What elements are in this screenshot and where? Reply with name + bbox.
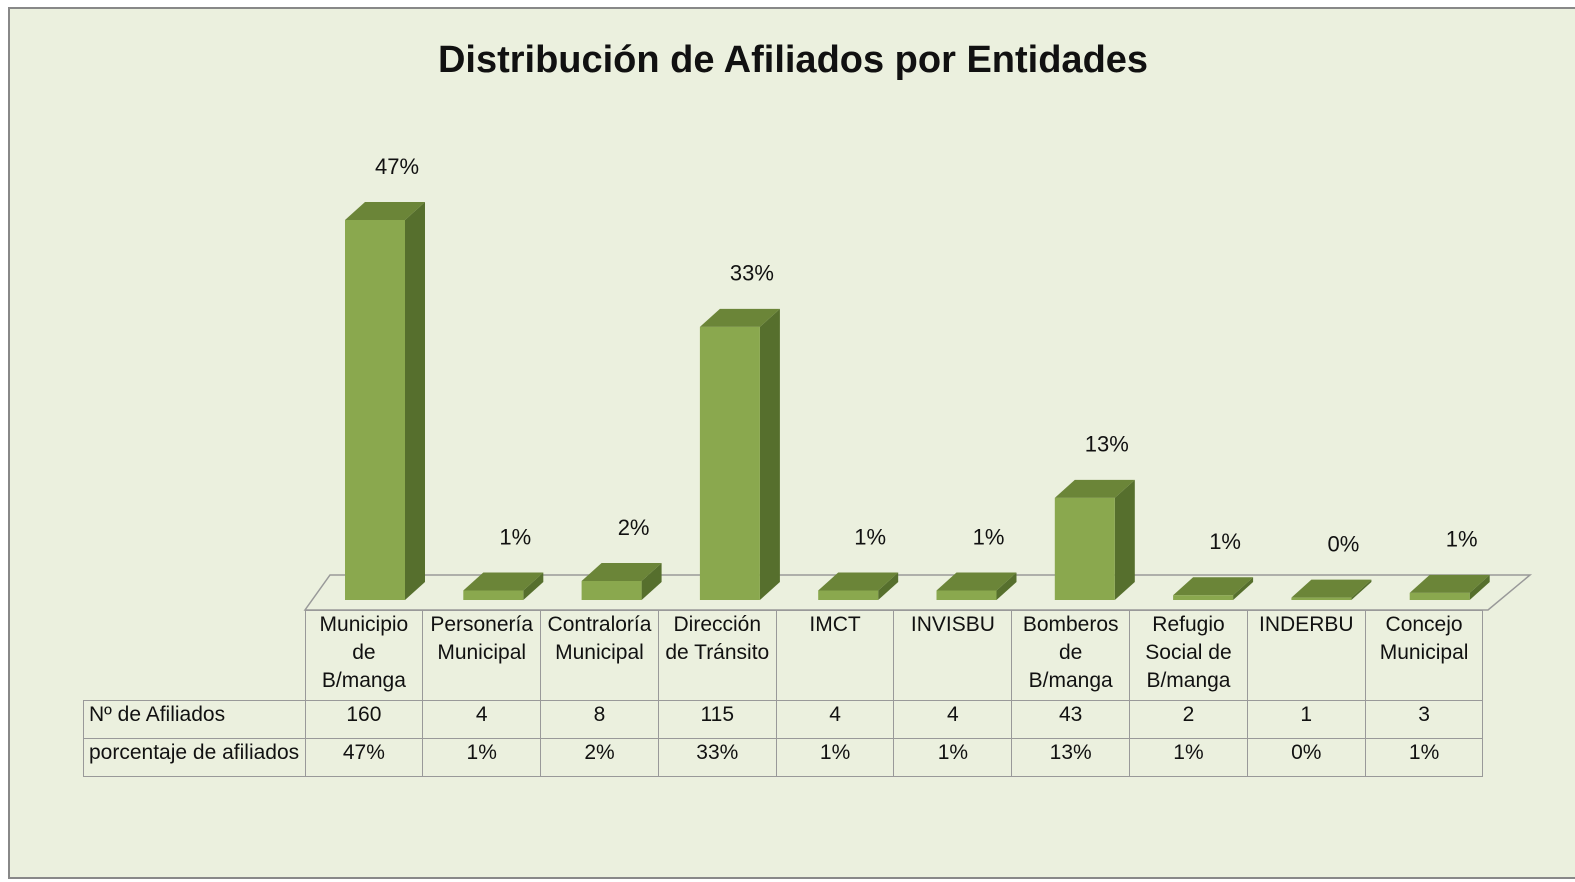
bar [936, 590, 997, 600]
bar [1291, 597, 1352, 600]
category-label: Personería Municipal [422, 610, 542, 701]
count-cell: 8 [540, 700, 659, 739]
bar-top [463, 572, 544, 591]
bar [1173, 595, 1234, 600]
count-cell: 4 [893, 700, 1013, 739]
bar-top [581, 563, 662, 581]
category-label: Municipio de B/manga [304, 610, 424, 701]
bar [345, 220, 405, 600]
category-label: INDERBU [1246, 610, 1366, 701]
bar-side [405, 202, 425, 600]
percent-cell: 47% [304, 738, 424, 777]
row-label: Nº de Afiliados [83, 700, 306, 739]
bar-top [818, 572, 899, 591]
bar-side [1233, 577, 1254, 600]
bar-top [345, 202, 425, 220]
data-label: 0% [1328, 531, 1360, 556]
data-label: 13% [1085, 432, 1129, 457]
category-label: Contraloría Municipal [540, 610, 659, 701]
count-cell: 43 [1011, 700, 1131, 739]
bar-top [1054, 479, 1135, 498]
percent-cell: 13% [1011, 738, 1131, 777]
bar-side [996, 572, 1017, 600]
data-label: 1% [854, 524, 886, 549]
category-label: Bomberos de B/manga [1011, 610, 1131, 701]
bar-side [1114, 479, 1135, 600]
data-label: 33% [730, 261, 774, 286]
count-cell: 115 [657, 700, 777, 739]
data-label: 1% [1209, 529, 1241, 554]
bar [699, 326, 760, 600]
bar-top [699, 308, 780, 327]
data-label: 2% [618, 515, 650, 540]
category-label: IMCT [775, 610, 895, 701]
count-cell: 1 [1246, 700, 1366, 739]
category-label: Concejo Municipal [1364, 610, 1484, 701]
bar-side [523, 572, 544, 600]
row-label: porcentaje de afiliados [83, 738, 306, 777]
bar-side [759, 308, 780, 600]
bar-top [936, 572, 1017, 591]
data-label: 1% [1446, 527, 1478, 552]
category-label: Dirección de Tránsito [657, 610, 777, 701]
bar [581, 581, 642, 600]
count-cell: 4 [775, 700, 895, 739]
percent-cell: 1% [1364, 738, 1484, 777]
bar-top [1409, 574, 1490, 593]
chart-title: Distribución de Afiliados por Entidades [438, 39, 1148, 81]
percent-cell: 33% [657, 738, 777, 777]
bar-side [1469, 574, 1490, 600]
count-cell: 160 [304, 700, 424, 739]
data-label: 1% [973, 524, 1005, 549]
bar [1409, 592, 1470, 600]
bar-top [1173, 577, 1254, 596]
bar [818, 590, 879, 600]
data-label: 1% [499, 524, 531, 549]
bar-side [641, 563, 662, 600]
bar-side [1351, 579, 1372, 600]
percent-cell: 1% [893, 738, 1013, 777]
percent-cell: 1% [775, 738, 895, 777]
bar [463, 590, 524, 600]
data-label: 47% [375, 154, 419, 179]
bar-top [1291, 579, 1372, 598]
category-label: INVISBU [893, 610, 1013, 701]
count-cell: 4 [422, 700, 542, 739]
corner-cell [83, 610, 306, 701]
bar-side [878, 572, 899, 600]
percent-cell: 1% [1129, 738, 1248, 777]
count-cell: 2 [1129, 700, 1248, 739]
percent-cell: 2% [540, 738, 659, 777]
category-label: Refugio Social de B/manga [1129, 610, 1248, 701]
percent-cell: 1% [422, 738, 542, 777]
bars: 47% 1% 2% 33% 1% 1% 13% 1% 0% 1% [345, 154, 1490, 600]
data-table: Municipio de B/manga Personería Municipal… [83, 610, 1484, 777]
percent-cell: 0% [1246, 738, 1366, 777]
count-cell: 3 [1364, 700, 1484, 739]
bar [1054, 497, 1115, 600]
